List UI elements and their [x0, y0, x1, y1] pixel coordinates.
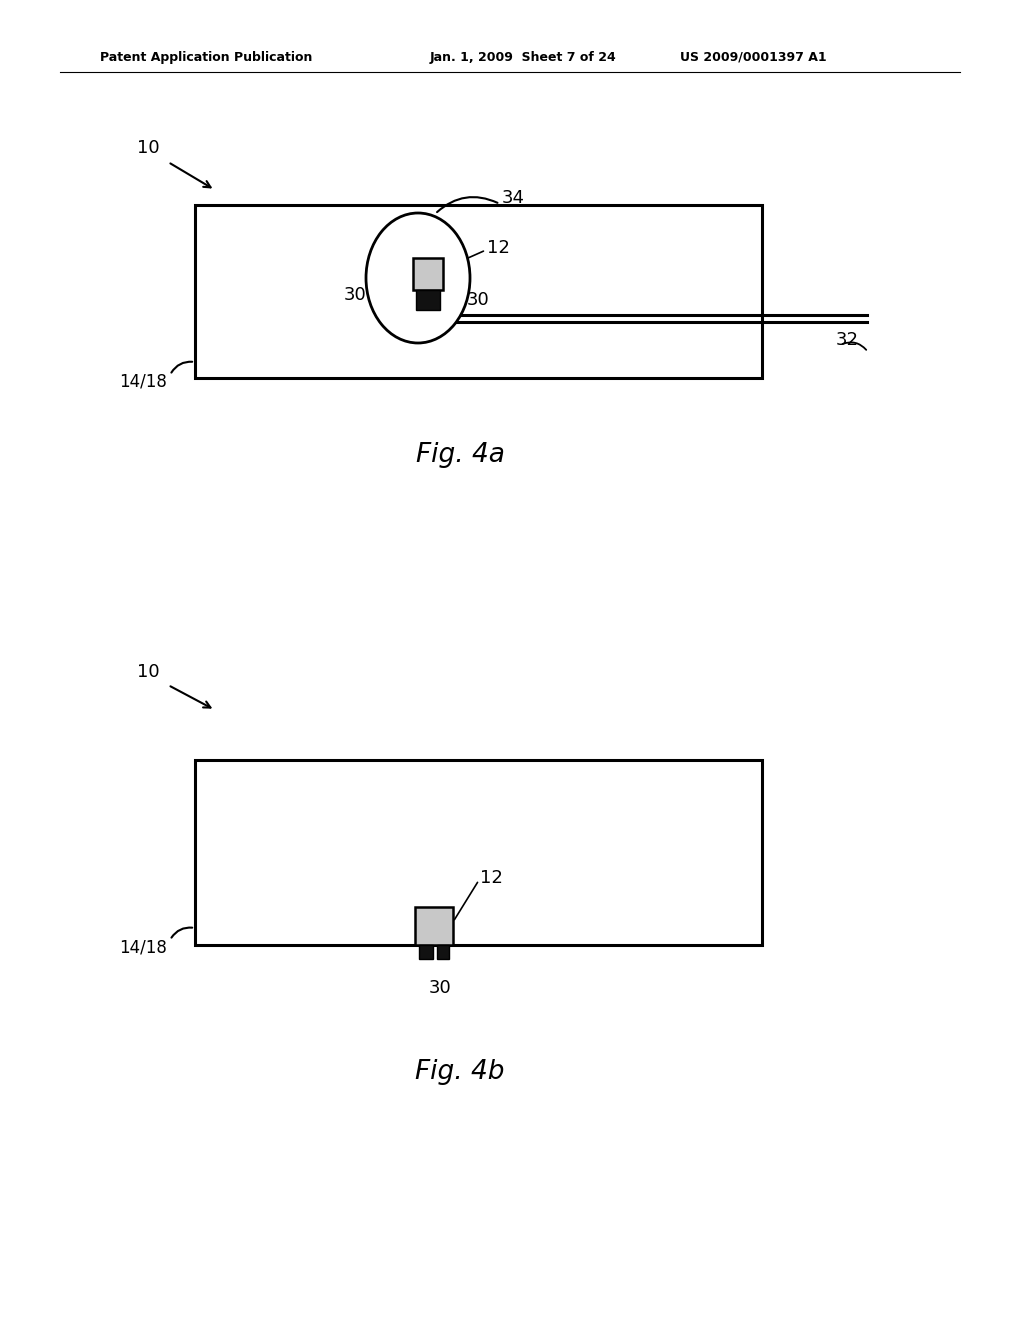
Text: 34: 34 [502, 189, 525, 207]
Bar [415, 907, 453, 945]
Bar [437, 945, 449, 960]
Bar [195, 760, 762, 945]
Text: 12: 12 [480, 869, 503, 887]
Text: 14/18: 14/18 [119, 939, 167, 957]
Text: Jan. 1, 2009  Sheet 7 of 24: Jan. 1, 2009 Sheet 7 of 24 [430, 50, 616, 63]
Bar [419, 945, 433, 960]
Text: US 2009/0001397 A1: US 2009/0001397 A1 [680, 50, 826, 63]
Text: 30: 30 [344, 286, 367, 304]
Text: 30: 30 [429, 979, 452, 997]
Text: 32: 32 [836, 331, 859, 348]
Text: 12: 12 [487, 239, 510, 257]
Text: 10: 10 [136, 139, 160, 157]
Bar [416, 290, 440, 310]
Bar [195, 205, 762, 378]
Ellipse shape [366, 213, 470, 343]
Text: Patent Application Publication: Patent Application Publication [100, 50, 312, 63]
Text: Fig. 4a: Fig. 4a [416, 442, 505, 469]
Text: 30: 30 [467, 290, 489, 309]
Text: 14/18: 14/18 [119, 374, 167, 391]
Bar [413, 257, 443, 290]
Text: 10: 10 [136, 663, 160, 681]
Text: Fig. 4b: Fig. 4b [416, 1059, 505, 1085]
